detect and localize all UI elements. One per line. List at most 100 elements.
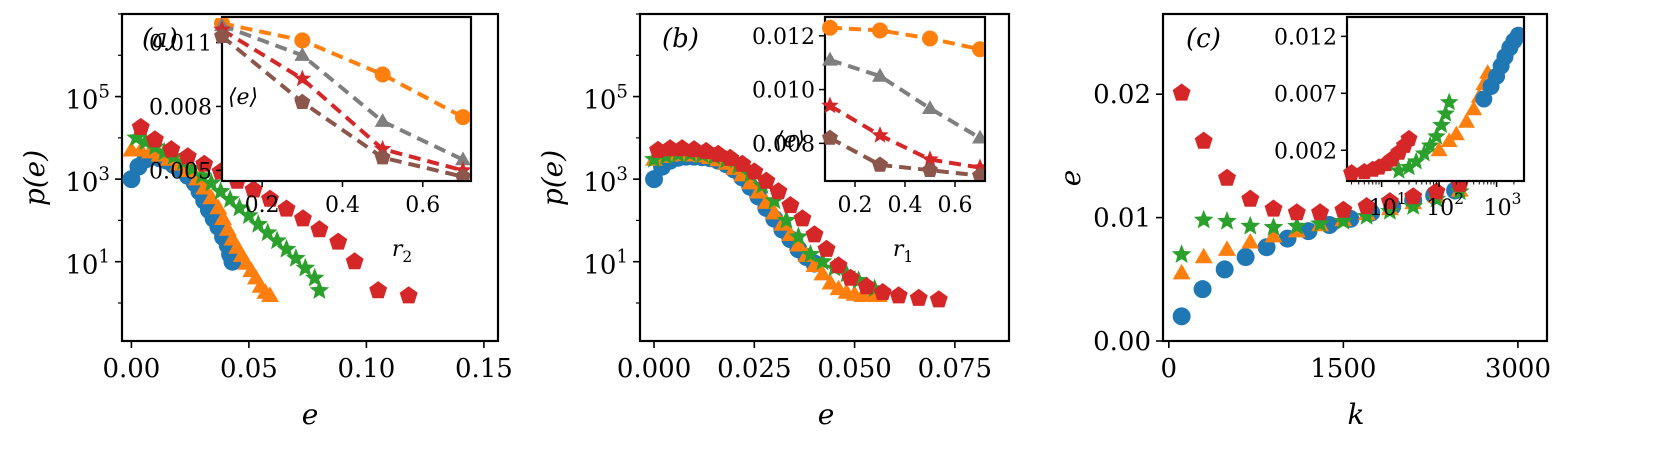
data-point-green xyxy=(764,190,785,210)
data-point-red xyxy=(1218,168,1236,186)
inset-x-axis-label: r2 xyxy=(392,237,412,266)
panel-label: (c) xyxy=(1186,24,1221,54)
inset-y-tick-label: 0.007 xyxy=(1274,82,1337,107)
inset-x-tick-label-base: 10 xyxy=(1484,196,1512,221)
data-point-orange xyxy=(1218,240,1236,256)
y-tick-label-exp: 5 xyxy=(98,82,110,103)
inset-point-red xyxy=(871,126,889,143)
data-point-blue xyxy=(1236,248,1255,267)
inset-point-red xyxy=(293,69,312,87)
data-point-red xyxy=(757,171,776,189)
inset-point-brown xyxy=(455,168,470,180)
data-point-red xyxy=(1241,189,1260,207)
data-point-red xyxy=(909,288,928,306)
data-point-orange xyxy=(195,179,214,195)
data-point-red xyxy=(1172,83,1191,101)
y-tick-label: 101 xyxy=(583,247,628,281)
data-point-green xyxy=(257,222,278,242)
inset-point-brown xyxy=(922,161,938,177)
inset-point-gray xyxy=(374,113,391,127)
data-point-green xyxy=(1263,217,1284,236)
inset-point-brown xyxy=(872,156,888,172)
data-point-green xyxy=(1193,209,1214,229)
inset-y-tick-label: 0.008 xyxy=(149,95,212,120)
y-tick-label: 103 xyxy=(583,164,628,198)
data-point-green xyxy=(304,267,325,287)
data-point-orange xyxy=(261,286,279,302)
data-point-green xyxy=(309,280,330,299)
inset-series-line-gray xyxy=(829,58,982,140)
data-point-orange xyxy=(821,274,840,290)
data-point-red xyxy=(873,283,892,301)
data-point-red xyxy=(1427,182,1446,200)
inset-point-green xyxy=(1420,135,1440,154)
data-point-green xyxy=(276,238,297,258)
data-point-orange xyxy=(765,203,784,220)
inset-data-layer xyxy=(821,19,984,180)
data-point-red xyxy=(310,220,329,238)
data-point-green xyxy=(126,127,146,147)
inset-y-tick-label: 0.012 xyxy=(1274,25,1337,50)
data-point-green xyxy=(286,248,306,267)
data-point-orange xyxy=(1264,226,1283,243)
data-point-green xyxy=(1240,215,1261,235)
data-point-blue xyxy=(1172,307,1191,326)
data-point-orange xyxy=(1241,233,1260,249)
panel-label: (b) xyxy=(662,24,699,54)
inset-point-brown xyxy=(294,93,311,109)
data-point-green xyxy=(210,181,231,200)
y-tick-label-exp: 5 xyxy=(616,82,628,103)
inset-series-line-gray xyxy=(221,23,464,162)
data-point-red xyxy=(889,286,908,304)
inset-x-tick-label: 0.2 xyxy=(245,193,280,218)
y-tick-label-base: 10 xyxy=(583,86,616,116)
inset-point-green xyxy=(1427,126,1446,145)
data-point-green xyxy=(267,230,287,250)
data-point-red xyxy=(369,281,388,299)
x-tick-label: 0.000 xyxy=(617,354,691,384)
inset-x-axis-label-sub: 1 xyxy=(903,248,913,266)
inset-series-line-brown xyxy=(220,34,464,179)
data-point-green xyxy=(1217,211,1237,230)
data-point-green xyxy=(800,244,821,263)
inset-x-axis-label: r1 xyxy=(893,237,913,266)
data-point-green xyxy=(1333,211,1354,230)
inset-point-orange xyxy=(822,19,838,36)
data-point-blue xyxy=(1193,280,1212,299)
data-point-green xyxy=(295,257,316,277)
data-point-red xyxy=(745,162,764,180)
inset-b: 0.2 0.4 0.6 0.008 0.010 0.012 r1 ⟨e⟩ xyxy=(752,15,987,266)
inset-point-green xyxy=(1399,157,1419,176)
inset-y-tick-label: 0.011 xyxy=(149,32,212,57)
inset-x-tick-label: 102 xyxy=(1426,190,1464,221)
inset-point-gray xyxy=(455,151,470,166)
inset-data-layer xyxy=(213,18,470,180)
data-point-red xyxy=(1357,197,1376,215)
data-point-blue xyxy=(1257,238,1276,257)
inset-y-tick-label: 0.010 xyxy=(752,79,815,104)
y-tick-label-base: 10 xyxy=(65,86,98,116)
data-point-red xyxy=(131,117,150,135)
inset-series-line-brown xyxy=(829,136,981,178)
data-point-red xyxy=(1311,203,1330,221)
inset-point-brown xyxy=(214,27,230,43)
inset-point-blue xyxy=(1475,90,1493,108)
inset-point-red xyxy=(1343,164,1360,180)
inset-point-red xyxy=(1400,129,1418,147)
data-point-green xyxy=(812,251,833,271)
inset-x-tick-label: 0.6 xyxy=(405,193,440,218)
data-point-green xyxy=(1171,244,1192,263)
y-axis-label: p(e) xyxy=(536,150,569,206)
inset-point-gray xyxy=(294,47,311,61)
data-layer xyxy=(122,117,418,304)
inset-point-green xyxy=(1432,115,1451,134)
inset-series-line-red xyxy=(220,28,464,173)
inset-x-tick-label: 0.6 xyxy=(938,193,973,218)
inset-point-red xyxy=(921,150,939,167)
y-tick-label-exp: 3 xyxy=(616,164,628,185)
data-point-green xyxy=(220,189,240,208)
inset-point-green xyxy=(1439,92,1459,111)
inset-point-orange xyxy=(922,30,938,47)
